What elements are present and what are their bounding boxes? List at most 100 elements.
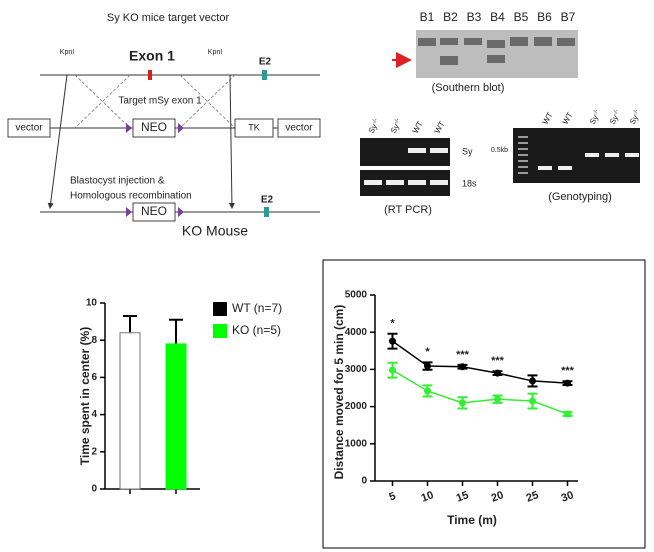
x-tick-label: 20 bbox=[490, 489, 506, 504]
lane-label: B3 bbox=[467, 10, 482, 24]
kpn-label: KpnI bbox=[60, 49, 74, 56]
point bbox=[424, 362, 431, 370]
exon-label: Exon 1 bbox=[129, 48, 175, 64]
band-label: 18s bbox=[462, 178, 477, 188]
y-tick-label: 0 bbox=[91, 484, 97, 495]
tk-box bbox=[234, 118, 274, 138]
exon-mark bbox=[148, 70, 152, 80]
e2-label: E2 bbox=[259, 57, 272, 68]
point bbox=[494, 369, 501, 377]
point bbox=[529, 377, 536, 385]
neo-box bbox=[132, 202, 176, 222]
x-tick-label: 30 bbox=[560, 489, 576, 504]
y-axis-label: Distance moved for 5 min (cm) bbox=[332, 305, 346, 480]
lane-sup: -/- bbox=[592, 108, 600, 116]
significance: *** bbox=[561, 365, 575, 377]
lane-label: Sy-/- bbox=[388, 117, 404, 135]
marker-label: 0.5kb bbox=[491, 147, 508, 154]
significance: * bbox=[425, 346, 430, 358]
vector-box bbox=[277, 118, 321, 138]
lane-name: WT bbox=[411, 120, 425, 135]
point bbox=[459, 363, 466, 371]
y-tick-label: 8 bbox=[91, 335, 97, 346]
lane-label: Sy-/- bbox=[607, 108, 623, 126]
x-tick-label: 25 bbox=[525, 489, 541, 504]
lane-label: Sy-/- bbox=[627, 108, 643, 126]
lane-sup: -/- bbox=[632, 108, 640, 116]
lane-name: Sy bbox=[367, 122, 379, 135]
lane-name: WT bbox=[541, 111, 555, 126]
blot-caption: (Southern blot) bbox=[432, 82, 505, 94]
kpn-label: KpnI bbox=[208, 49, 222, 56]
y-tick-label: 4 bbox=[91, 409, 97, 420]
lane-name: Sy bbox=[389, 122, 401, 135]
vector-diagram: Sy KO mice target vector Exon 1 KpnI Kpn… bbox=[7, 12, 321, 239]
y-tick-label: 10 bbox=[86, 298, 98, 309]
arrow bbox=[228, 74, 235, 209]
e2-label: E2 bbox=[261, 195, 274, 206]
y-tick-label: 3000 bbox=[345, 364, 368, 375]
genotyping: 0.5kb (Genotyping) bbox=[491, 128, 640, 203]
y-tick-label: 2 bbox=[91, 446, 97, 457]
lane-label: B6 bbox=[537, 10, 552, 24]
x-tick-label: 10 bbox=[420, 489, 436, 504]
lane-label: B7 bbox=[561, 10, 576, 24]
bar bbox=[165, 343, 187, 490]
lane-label: WT bbox=[411, 120, 425, 135]
y-tick-label: 2000 bbox=[345, 401, 368, 412]
lane-label: Sy-/- bbox=[366, 117, 382, 135]
result-label: KO Mouse bbox=[182, 223, 248, 239]
gel-image bbox=[513, 128, 640, 183]
e2-mark bbox=[264, 207, 269, 217]
southern-blot: (Southern blot) bbox=[392, 30, 578, 94]
blot-bands bbox=[418, 37, 575, 65]
point bbox=[424, 387, 431, 395]
geno-caption: (Genotyping) bbox=[548, 191, 612, 203]
neo-label: NEO bbox=[141, 204, 167, 218]
rt-pcr: Sy 18s (RT PCR) bbox=[360, 138, 477, 216]
y-tick-label: 0 bbox=[361, 476, 367, 487]
point bbox=[494, 395, 501, 403]
lane-name: Sy bbox=[608, 113, 620, 126]
point bbox=[529, 397, 536, 405]
lane-label: WT bbox=[541, 111, 555, 126]
point bbox=[389, 366, 396, 374]
y-axis-label: Time spent in center (%) bbox=[78, 327, 92, 465]
significance: * bbox=[390, 318, 395, 330]
legend-swatch bbox=[213, 324, 227, 338]
step-label: Homologous recombination bbox=[70, 191, 192, 202]
lane-label: WT bbox=[561, 111, 575, 126]
vector-label: vector bbox=[285, 123, 313, 134]
lox-sites bbox=[126, 207, 184, 217]
lane-label: B2 bbox=[443, 10, 458, 24]
blot-image bbox=[416, 30, 578, 78]
band-label: Sy bbox=[462, 146, 473, 156]
x-axis-label: Time (m) bbox=[447, 513, 497, 527]
bar bbox=[119, 332, 141, 490]
vector-label: vector bbox=[15, 123, 43, 134]
lane-label: Sy-/- bbox=[587, 108, 603, 126]
y-tick-label: 4000 bbox=[345, 327, 368, 338]
legend-label: KO (n=5) bbox=[232, 323, 281, 337]
significance: *** bbox=[456, 349, 470, 361]
lane-name: WT bbox=[561, 111, 575, 126]
point bbox=[459, 399, 466, 407]
point bbox=[564, 410, 571, 418]
e2-mark bbox=[262, 70, 267, 80]
arrow bbox=[47, 74, 68, 209]
x-tick-label: 5 bbox=[388, 490, 398, 503]
legend-swatch bbox=[213, 302, 227, 316]
lane-label: WT bbox=[433, 120, 447, 135]
lane-label: B4 bbox=[490, 10, 505, 24]
rt-caption: (RT PCR) bbox=[384, 204, 432, 216]
lane-name: Sy bbox=[588, 113, 600, 126]
lox-sites bbox=[126, 123, 184, 133]
neo-box bbox=[132, 118, 176, 138]
target-label: Target mSy exon 1 bbox=[118, 96, 202, 107]
lane-label: B5 bbox=[514, 10, 529, 24]
diagram-title: Sy KO mice target vector bbox=[107, 12, 230, 24]
legend-label: WT (n=7) bbox=[232, 301, 282, 315]
lane-sup: -/- bbox=[393, 117, 401, 125]
lane-name: WT bbox=[433, 120, 447, 135]
